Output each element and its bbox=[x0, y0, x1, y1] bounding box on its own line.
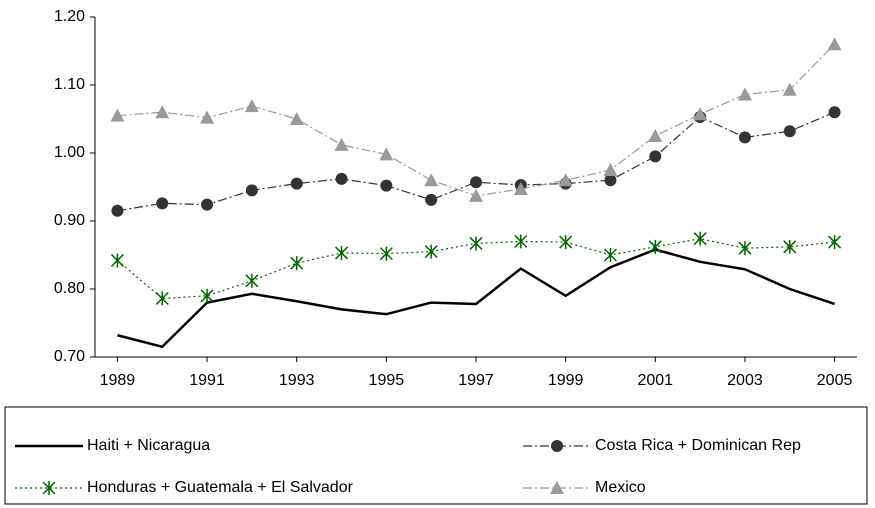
y-tick-label: 0.80 bbox=[54, 280, 85, 297]
marker bbox=[469, 188, 483, 202]
marker bbox=[559, 235, 573, 250]
marker bbox=[42, 481, 56, 495]
marker bbox=[290, 177, 303, 190]
marker bbox=[693, 107, 708, 121]
marker bbox=[738, 131, 751, 144]
marker bbox=[111, 204, 124, 217]
y-tick-label: 0.70 bbox=[54, 348, 85, 365]
legend-label: Costa Rica + Dominican Rep bbox=[595, 437, 801, 454]
marker bbox=[155, 105, 170, 119]
marker bbox=[200, 110, 215, 124]
x-tick-label: 1997 bbox=[458, 372, 494, 389]
marker bbox=[244, 99, 259, 113]
x-tick-label: 2003 bbox=[727, 372, 763, 389]
marker bbox=[558, 173, 573, 187]
marker bbox=[783, 125, 796, 138]
marker bbox=[155, 291, 169, 306]
marker bbox=[289, 112, 304, 125]
marker bbox=[514, 234, 528, 249]
x-tick-label: 2001 bbox=[637, 372, 673, 389]
marker bbox=[110, 108, 125, 122]
x-tick-label: 1991 bbox=[189, 372, 225, 389]
x-tick-label: 1995 bbox=[369, 372, 405, 389]
legend-label: Honduras + Guatemala + El Salvador bbox=[87, 479, 354, 496]
marker bbox=[290, 256, 304, 271]
marker bbox=[156, 197, 169, 210]
marker bbox=[828, 106, 841, 119]
marker bbox=[604, 174, 617, 187]
x-tick-label: 1989 bbox=[100, 372, 136, 389]
marker bbox=[334, 137, 349, 151]
marker bbox=[245, 273, 259, 288]
y-tick-label: 1.20 bbox=[54, 8, 85, 25]
marker bbox=[380, 179, 393, 192]
series-line bbox=[117, 111, 835, 212]
marker bbox=[201, 198, 214, 211]
marker bbox=[424, 173, 439, 187]
marker bbox=[648, 239, 662, 254]
marker bbox=[334, 245, 349, 260]
marker bbox=[782, 82, 797, 96]
legend-box bbox=[4, 406, 868, 505]
marker bbox=[551, 440, 563, 452]
series-line bbox=[117, 248, 835, 349]
marker bbox=[737, 87, 752, 101]
marker bbox=[335, 172, 348, 185]
marker bbox=[827, 37, 842, 51]
marker bbox=[424, 244, 438, 259]
marker bbox=[513, 182, 528, 196]
marker bbox=[828, 235, 842, 250]
marker bbox=[200, 288, 214, 303]
legend-label: Mexico bbox=[595, 479, 646, 496]
marker bbox=[425, 193, 438, 206]
legend-label: Haiti + Nicaragua bbox=[87, 437, 210, 454]
marker bbox=[648, 129, 663, 142]
marker bbox=[469, 236, 483, 251]
marker bbox=[245, 184, 258, 197]
x-tick-label: 2005 bbox=[817, 372, 853, 389]
marker bbox=[470, 176, 482, 189]
marker bbox=[379, 147, 394, 161]
marker bbox=[693, 231, 707, 246]
marker bbox=[783, 239, 797, 254]
y-tick-label: 0.90 bbox=[54, 212, 85, 229]
y-tick-label: 1.10 bbox=[54, 76, 85, 93]
marker bbox=[738, 241, 752, 256]
series-line bbox=[117, 43, 836, 197]
x-tick-label: 1999 bbox=[548, 372, 584, 389]
marker bbox=[379, 246, 393, 261]
x-tick-label: 1993 bbox=[279, 372, 315, 389]
y-tick-label: 1.00 bbox=[54, 144, 85, 161]
marker bbox=[603, 248, 618, 262]
marker bbox=[603, 163, 618, 176]
marker bbox=[110, 253, 124, 268]
marker bbox=[550, 481, 564, 494]
marker bbox=[649, 150, 662, 163]
